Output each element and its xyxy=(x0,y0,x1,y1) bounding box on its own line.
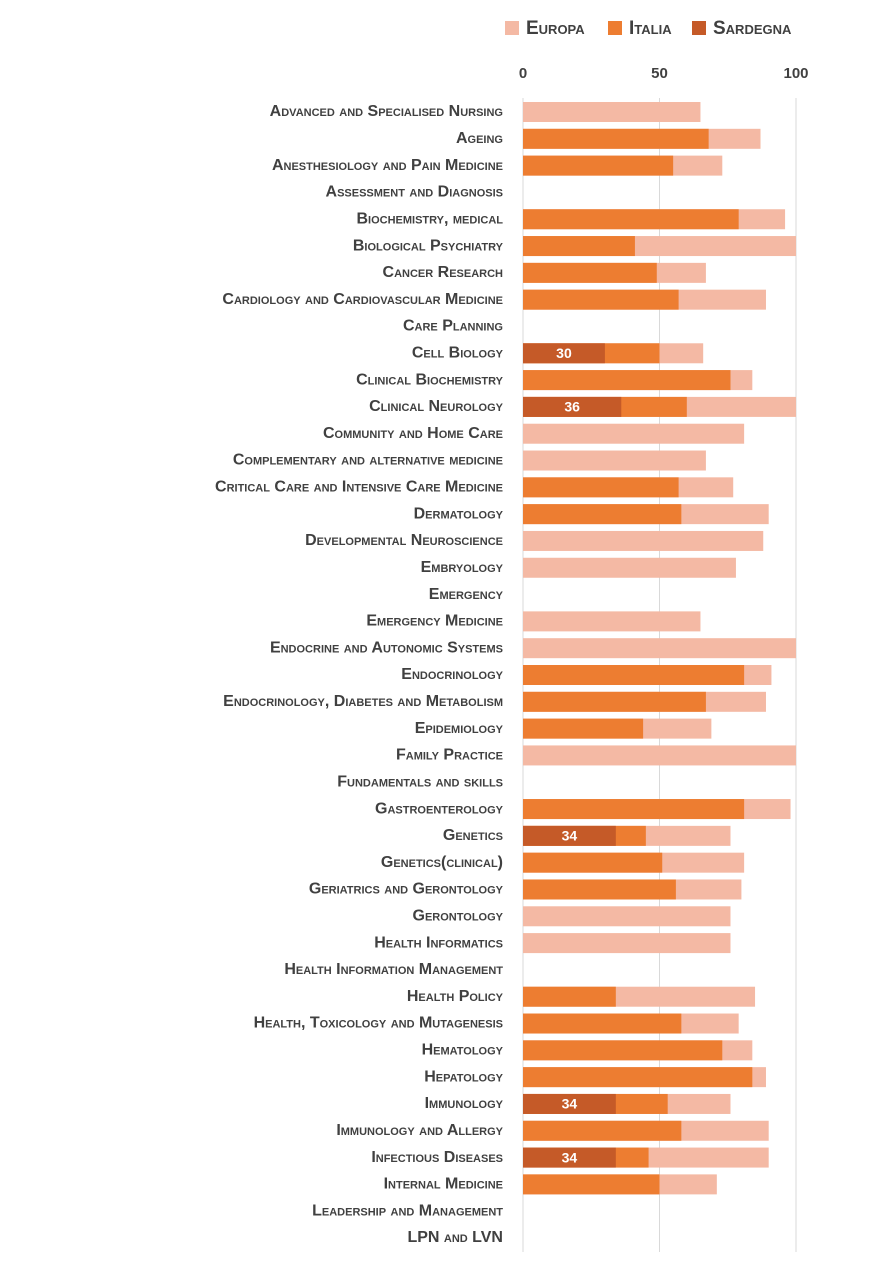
y-tick-label: Health Information Management xyxy=(284,961,503,978)
data-label: 36 xyxy=(564,399,580,415)
bar xyxy=(523,1040,723,1061)
y-tick-label: Care Planning xyxy=(403,318,503,335)
bar xyxy=(523,1120,682,1141)
bar xyxy=(523,906,731,927)
legend-swatch xyxy=(692,21,706,35)
y-tick-label: Advanced and Specialised Nursing xyxy=(270,103,503,120)
y-tick-label: Health, Toxicology and Mutagenesis xyxy=(254,1015,503,1032)
y-tick-label: Hematology xyxy=(422,1042,504,1059)
bar xyxy=(523,262,657,283)
data-label: 34 xyxy=(562,828,578,844)
legend-swatch xyxy=(608,21,622,35)
y-tick-label: Endocrine and Autonomic Systems xyxy=(270,639,503,656)
bar xyxy=(523,450,706,471)
y-tick-label: Health Informatics xyxy=(374,934,503,951)
y-tick-label: Emergency Medicine xyxy=(366,613,503,630)
y-tick-label: Assessment and Diagnosis xyxy=(326,184,503,201)
bar xyxy=(523,236,635,257)
y-tick-label: Hepatology xyxy=(424,1068,503,1085)
legend-label: Italia xyxy=(629,18,672,39)
bar xyxy=(523,557,736,578)
bar xyxy=(523,799,745,820)
bar xyxy=(523,1067,753,1088)
y-tick-label: Emergency xyxy=(429,586,504,603)
bar xyxy=(523,1147,616,1168)
y-tick-label: Cardiology and Cardiovascular Medicine xyxy=(222,291,503,308)
y-tick-label: Clinical Biochemistry xyxy=(356,371,504,388)
bar xyxy=(523,665,745,685)
y-tick-label: Health Policy xyxy=(407,988,504,1005)
y-tick-label: LPN and LVN xyxy=(407,1229,503,1246)
bar xyxy=(523,691,706,712)
bar xyxy=(523,745,796,766)
bar xyxy=(523,1174,660,1195)
bar xyxy=(523,102,701,122)
y-tick-label: Immunology and Allergy xyxy=(336,1122,503,1139)
y-tick-label: Internal Medicine xyxy=(384,1176,503,1193)
y-tick-label: Complementary and alternative medicine xyxy=(233,452,503,469)
bar xyxy=(523,933,731,954)
y-tick-label: Leadership and Management xyxy=(312,1202,503,1219)
y-tick-label: Geriatrics and Gerontology xyxy=(309,881,504,898)
bar xyxy=(523,530,764,551)
y-tick-label: Cell Biology xyxy=(412,345,504,362)
y-tick-label: Endocrinology xyxy=(401,666,503,683)
x-tick-label: 50 xyxy=(651,65,668,82)
y-tick-label: Genetics xyxy=(443,827,503,844)
y-tick-label: Critical Care and Intensive Care Medicin… xyxy=(215,479,503,496)
y-tick-label: Biological Psychiatry xyxy=(353,237,504,254)
data-label: 30 xyxy=(556,345,572,361)
bar xyxy=(523,1013,682,1034)
y-tick-label: Gerontology xyxy=(413,908,504,925)
bar xyxy=(523,852,663,873)
bar xyxy=(523,611,701,632)
y-tick-label: Fundamentals and skills xyxy=(337,773,503,790)
y-tick-label: Epidemiology xyxy=(415,720,504,737)
y-tick-label: Dermatology xyxy=(414,505,504,522)
y-tick-label: Genetics(clinical) xyxy=(381,854,503,871)
bar xyxy=(523,477,679,498)
bar xyxy=(523,396,622,417)
bar xyxy=(523,370,731,391)
y-tick-label: Gastroenterology xyxy=(375,800,504,817)
y-tick-label: Family Practice xyxy=(396,747,503,764)
legend-label: Sardegna xyxy=(713,18,792,39)
bar xyxy=(523,879,676,900)
y-tick-label: Community and Home Care xyxy=(323,425,503,442)
y-tick-label: Ageing xyxy=(456,130,503,147)
bar xyxy=(523,128,709,149)
bar xyxy=(523,289,679,310)
y-tick-label: Cancer Research xyxy=(383,264,504,281)
x-tick-label: 100 xyxy=(783,65,808,82)
bar xyxy=(523,343,605,364)
y-tick-label: Biochemistry, medical xyxy=(356,210,503,227)
y-tick-label: Infectious Diseases xyxy=(371,1149,503,1166)
bar xyxy=(523,986,616,1007)
bar xyxy=(523,825,616,846)
data-label: 34 xyxy=(562,1149,578,1165)
bar xyxy=(523,209,739,230)
bar xyxy=(523,1093,616,1114)
bar xyxy=(523,155,674,176)
y-tick-label: Clinical Neurology xyxy=(369,398,504,415)
y-tick-label: Developmental Neuroscience xyxy=(305,532,503,549)
bar xyxy=(523,638,796,659)
data-label: 34 xyxy=(562,1096,578,1112)
x-tick-label: 0 xyxy=(519,65,527,82)
y-tick-label: Endocrinology, Diabetes and Metabolism xyxy=(223,693,503,710)
y-tick-label: Immunology xyxy=(425,1095,504,1112)
legend-label: Europa xyxy=(526,18,585,39)
y-tick-label: Embryology xyxy=(421,559,504,576)
y-tick-label: Anesthesiology and Pain Medicine xyxy=(272,157,503,174)
bar xyxy=(523,423,745,444)
legend-swatch xyxy=(505,21,519,35)
bar xyxy=(523,718,644,739)
bar xyxy=(523,504,682,525)
